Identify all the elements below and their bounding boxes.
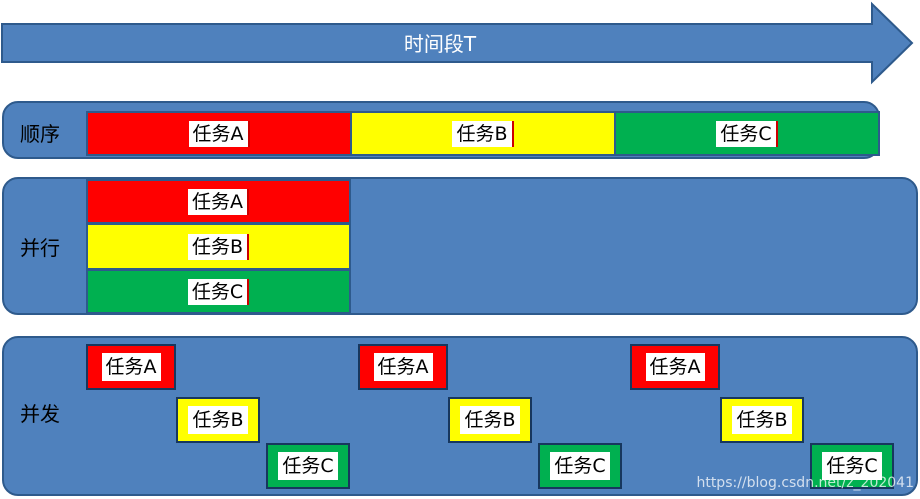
sequential-task-b: 任务B	[350, 111, 616, 156]
concurrent-task-c-3: 任务C	[810, 443, 894, 489]
task-label: 任务C	[716, 120, 778, 147]
task-label: 任务A	[188, 188, 249, 215]
concurrent-task-b-3: 任务B	[720, 397, 804, 443]
concurrent-task-a-1: 任务A	[86, 344, 176, 390]
task-label: 任务B	[187, 233, 250, 260]
timeline-arrow	[1, 1, 914, 85]
concurrent-task-a-3: 任务A	[630, 344, 720, 390]
task-label: 任务B	[452, 120, 514, 147]
concurrent-task-c-2: 任务C	[538, 443, 622, 489]
task-label: 任务B	[460, 406, 520, 434]
task-label: 任务C	[550, 452, 610, 480]
concurrent-label: 并发	[20, 402, 60, 426]
parallel-task-b: 任务B	[86, 223, 351, 270]
task-label: 任务B	[188, 406, 248, 434]
timeline-title: 时间段T	[403, 32, 477, 56]
concurrent-task-c-1: 任务C	[266, 443, 350, 489]
sequential-task-a: 任务A	[86, 111, 352, 156]
concurrent-task-b-1: 任务B	[176, 397, 260, 443]
concurrent-task-a-2: 任务A	[358, 344, 448, 390]
task-label: 任务C	[278, 452, 338, 480]
watermark: https://blog.csdn.net/z_202041	[696, 475, 914, 491]
parallel-label: 并行	[20, 236, 60, 260]
task-label: 任务A	[101, 353, 161, 381]
task-label: 任务C	[187, 278, 250, 305]
concurrent-task-b-2: 任务B	[448, 397, 532, 443]
task-label: 任务A	[188, 120, 250, 147]
task-label: 任务A	[645, 353, 705, 381]
task-label: 任务C	[822, 452, 882, 480]
parallel-task-c: 任务C	[86, 269, 351, 314]
sequential-task-c: 任务C	[614, 111, 880, 156]
sequential-label: 顺序	[20, 122, 60, 146]
parallel-task-a: 任务A	[86, 179, 351, 224]
task-label: 任务B	[732, 406, 792, 434]
task-label: 任务A	[373, 353, 433, 381]
